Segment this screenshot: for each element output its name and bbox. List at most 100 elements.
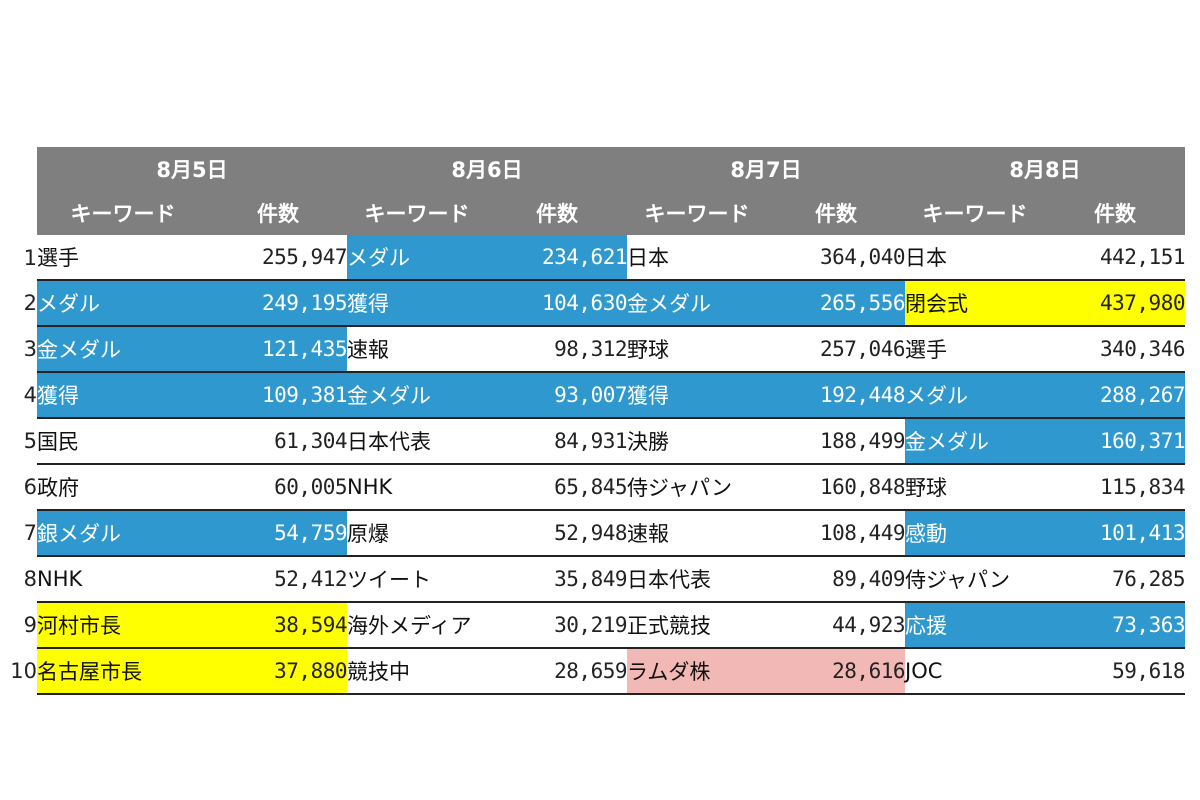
count-cell: 364,040 bbox=[767, 235, 906, 281]
table-row: 2 メダル 249,195 獲得 104,630 金メダル 265,556 閉会式 437,98… bbox=[0, 280, 1186, 327]
count-cell: 30,219 bbox=[487, 602, 628, 649]
keyword-header: キーワード bbox=[347, 191, 487, 235]
keyword-cell: 金メダル bbox=[627, 280, 767, 327]
count-cell: 257,046 bbox=[767, 326, 906, 373]
count-cell: 84,931 bbox=[487, 418, 628, 465]
keyword-cell: 金メダル bbox=[347, 372, 487, 419]
keyword-header: キーワード bbox=[627, 191, 767, 235]
keyword-cell: 閉会式 bbox=[905, 280, 1045, 327]
table-row: 6 政府 60,005 NHK 65,845 侍ジャパン 160,848 野球 115,834 bbox=[0, 464, 1186, 511]
rank-cell: 5 bbox=[23, 429, 37, 453]
count-cell: 108,449 bbox=[767, 510, 906, 557]
count-header: 件数 bbox=[487, 191, 627, 235]
keyword-cell: 海外メディア bbox=[347, 602, 487, 649]
count-cell: 192,448 bbox=[767, 372, 906, 419]
keyword-cell: ツイート bbox=[347, 556, 487, 603]
count-header: 件数 bbox=[767, 191, 905, 235]
count-cell: 121,435 bbox=[209, 326, 348, 373]
keyword-cell: 河村市長 bbox=[37, 602, 209, 649]
count-cell: 73,363 bbox=[1045, 602, 1186, 649]
keyword-cell: NHK bbox=[37, 556, 209, 603]
keyword-cell: 日本代表 bbox=[347, 418, 487, 465]
date-header-row: 8月5日 8月6日 8月7日 8月8日 bbox=[0, 147, 1185, 191]
count-cell: 442,151 bbox=[1045, 235, 1186, 281]
count-cell: 109,381 bbox=[209, 372, 348, 419]
column-header-row: キーワード 件数 キーワード 件数 キーワード 件数 キーワード 件数 bbox=[0, 191, 1185, 235]
keyword-cell: 選手 bbox=[37, 235, 209, 281]
keyword-cell: メダル bbox=[905, 372, 1045, 419]
keyword-header: キーワード bbox=[905, 191, 1045, 235]
keyword-cell: 獲得 bbox=[347, 280, 487, 327]
count-cell: 52,412 bbox=[209, 556, 348, 603]
count-cell: 101,413 bbox=[1045, 510, 1186, 557]
keyword-cell: 日本代表 bbox=[627, 556, 767, 603]
keyword-cell: メダル bbox=[347, 235, 487, 281]
rank-cell: 10 bbox=[10, 659, 37, 683]
keyword-cell: メダル bbox=[37, 280, 209, 327]
keyword-cell: 感動 bbox=[905, 510, 1045, 557]
count-cell: 60,005 bbox=[209, 464, 348, 511]
date-header: 8月5日 bbox=[37, 147, 347, 191]
count-cell: 160,848 bbox=[767, 464, 906, 511]
keyword-cell: 日本 bbox=[627, 235, 767, 281]
keyword-cell: 野球 bbox=[627, 326, 767, 373]
table-row: 9 河村市長 38,594 海外メディア 30,219 正式競技 44,923 応援 73,36… bbox=[0, 602, 1186, 649]
rank-cell: 4 bbox=[23, 383, 37, 407]
keyword-cell: 侍ジャパン bbox=[627, 464, 767, 511]
rank-header bbox=[0, 147, 37, 191]
count-cell: 52,948 bbox=[487, 510, 628, 557]
count-cell: 249,195 bbox=[209, 280, 348, 327]
table-row: 1 選手 255,947 メダル 234,621 日本 364,040 日本 442,151 bbox=[0, 235, 1186, 281]
keyword-cell: 日本 bbox=[905, 235, 1045, 281]
rank-cell: 7 bbox=[23, 521, 37, 545]
date-header: 8月7日 bbox=[627, 147, 905, 191]
count-header: 件数 bbox=[209, 191, 347, 235]
keyword-cell: 国民 bbox=[37, 418, 209, 465]
count-cell: 288,267 bbox=[1045, 372, 1186, 419]
table-row: 4 獲得 109,381 金メダル 93,007 獲得 192,448 メダル 288,267 bbox=[0, 372, 1186, 419]
keyword-cell: 獲得 bbox=[37, 372, 209, 419]
keyword-cell: 競技中 bbox=[347, 648, 487, 695]
count-cell: 255,947 bbox=[209, 235, 348, 281]
count-cell: 76,285 bbox=[1045, 556, 1186, 603]
keyword-cell: 野球 bbox=[905, 464, 1045, 511]
rank-header bbox=[0, 191, 37, 235]
rank-cell: 8 bbox=[23, 567, 37, 591]
keyword-cell: 金メダル bbox=[37, 326, 209, 373]
keyword-cell: 侍ジャパン bbox=[905, 556, 1045, 603]
keyword-cell: 応援 bbox=[905, 602, 1045, 649]
count-cell: 98,312 bbox=[487, 326, 628, 373]
date-header: 8月8日 bbox=[905, 147, 1185, 191]
count-cell: 437,980 bbox=[1045, 280, 1186, 327]
table-row: 8 NHK 52,412 ツイート 35,849 日本代表 89,409 侍ジャパン 76,28… bbox=[0, 556, 1186, 603]
count-cell: 59,618 bbox=[1045, 648, 1186, 695]
keyword-cell: ラムダ株 bbox=[627, 648, 767, 695]
count-cell: 44,923 bbox=[767, 602, 906, 649]
table-row: 5 国民 61,304 日本代表 84,931 決勝 188,499 金メダル 160,371 bbox=[0, 418, 1186, 465]
rank-cell: 3 bbox=[23, 337, 37, 361]
count-cell: 54,759 bbox=[209, 510, 348, 557]
count-cell: 234,621 bbox=[487, 235, 628, 281]
count-cell: 65,845 bbox=[487, 464, 628, 511]
keyword-cell: 選手 bbox=[905, 326, 1045, 373]
keyword-cell: 速報 bbox=[627, 510, 767, 557]
count-cell: 28,616 bbox=[767, 648, 906, 695]
keyword-cell: 政府 bbox=[37, 464, 209, 511]
date-header: 8月6日 bbox=[347, 147, 627, 191]
count-cell: 93,007 bbox=[487, 372, 628, 419]
keyword-header: キーワード bbox=[37, 191, 209, 235]
keyword-cell: 速報 bbox=[347, 326, 487, 373]
keyword-cell: NHK bbox=[347, 464, 487, 511]
count-cell: 35,849 bbox=[487, 556, 628, 603]
rank-cell: 6 bbox=[23, 475, 37, 499]
table-row: 10 名古屋市長 37,880 競技中 28,659 ラムダ株 28,616 JOC 59,61… bbox=[0, 648, 1186, 695]
keyword-cell: 決勝 bbox=[627, 418, 767, 465]
rank-cell: 9 bbox=[23, 613, 37, 637]
count-cell: 265,556 bbox=[767, 280, 906, 327]
keyword-cell: 原爆 bbox=[347, 510, 487, 557]
keyword-cell: 名古屋市長 bbox=[37, 648, 209, 695]
count-cell: 28,659 bbox=[487, 648, 628, 695]
count-cell: 104,630 bbox=[487, 280, 628, 327]
count-cell: 188,499 bbox=[767, 418, 906, 465]
count-cell: 38,594 bbox=[209, 602, 348, 649]
